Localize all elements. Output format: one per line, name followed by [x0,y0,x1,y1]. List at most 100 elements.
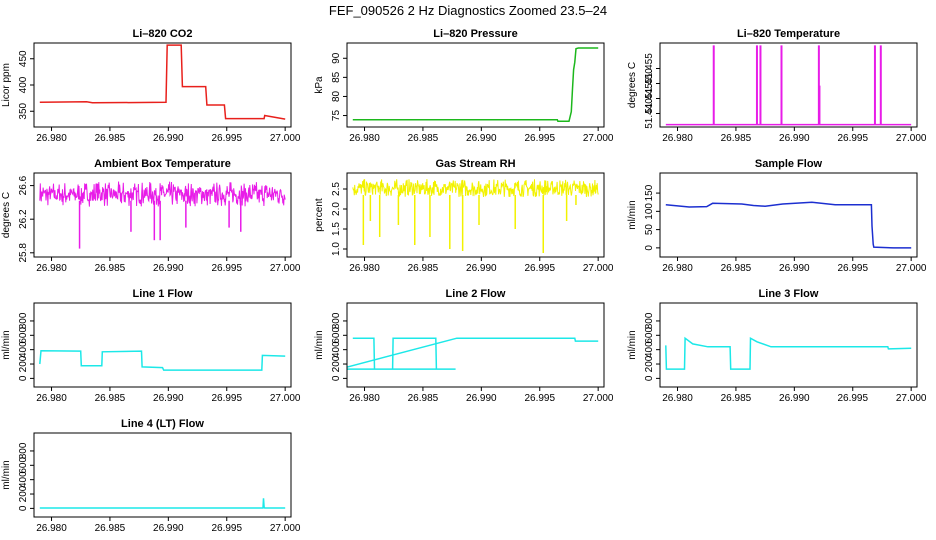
y-axis-label: ml/min [314,330,325,359]
y-tick-label: 90 [331,52,342,64]
x-tick-label: 26.990 [153,393,184,404]
x-tick-label: 26.990 [779,133,810,144]
figure-title: FEF_090526 2 Hz Diagnostics Zoomed 23.5–… [329,3,607,18]
x-tick-label: 26.990 [466,393,497,404]
x-tick-label: 26.985 [408,133,439,144]
y-tick-label: 51.445 [644,83,655,114]
x-tick-label: 26.990 [466,263,497,274]
series-line [39,498,286,509]
plot-area [665,336,912,370]
x-tick-label: 26.990 [779,263,810,274]
x-tick-label: 26.980 [36,393,67,404]
series-line [352,179,599,198]
series-line [352,47,599,123]
x-tick-label: 26.980 [36,523,67,534]
y-tick-label: 75 [331,110,342,122]
y-tick-label: 800 [644,312,655,329]
x-tick-label: 26.995 [524,393,555,404]
x-tick-label: 26.980 [349,133,380,144]
plot-area [39,349,286,371]
plot-frame [659,302,918,388]
x-tick-label: 26.990 [466,133,497,144]
x-tick-label: 26.995 [837,133,868,144]
plot-area [39,498,286,509]
y-tick-label: 400 [644,341,655,358]
y-tick-label: 600 [18,327,29,344]
x-tick-label: 26.980 [349,393,380,404]
plot-area [39,44,286,120]
series-line [39,44,286,120]
y-tick-label: 51.440 [644,98,655,129]
x-tick-label: 27.000 [896,393,927,404]
plot-frame [346,42,605,128]
y-tick-label: 51.455 [644,53,655,84]
x-tick-label: 26.995 [524,133,555,144]
x-tick-label: 26.985 [408,393,439,404]
x-tick-label: 26.980 [349,263,380,274]
x-tick-label: 27.000 [270,263,301,274]
chart-panel-2: Li–820 Pressure kPa 26.980 26.985 26.990 26.9… [314,28,614,144]
y-tick-label: 400 [18,341,29,358]
y-tick-label: 2.0 [331,202,342,216]
y-tick-label: 50 [644,224,655,236]
y-axis-label: Licor ppm [1,63,12,107]
y-tick-label: 51.450 [644,68,655,99]
y-tick-label: 400 [18,471,29,488]
y-tick-label: 800 [18,312,29,329]
plot-frame [33,172,292,258]
y-tick-label: 80 [331,90,342,102]
plot-frame [346,302,605,388]
chart-panel-6: Sample Flow ml/min 26.980 26.985 26.990 26.99… [627,158,927,274]
plot-area [665,45,912,126]
x-tick-label: 26.985 [95,393,126,404]
series-line [39,349,286,371]
x-tick-label: 26.985 [95,133,126,144]
panel-title: Line 3 Flow [759,288,819,300]
chart-panel-5: Gas Stream RH percent 26.980 26.985 26.990 26… [314,158,614,274]
panel-title: Ambient Box Temperature [94,158,231,170]
x-tick-label: 27.000 [583,263,614,274]
plot-area [352,179,599,253]
plot-frame [659,42,918,128]
plot-frame [33,432,292,518]
panel-title: Li–820 Temperature [737,28,840,40]
x-tick-label: 26.995 [211,393,242,404]
panel-title: Gas Stream RH [435,158,515,170]
x-tick-label: 26.980 [36,133,67,144]
y-tick-label: 26.6 [18,175,29,195]
y-axis-label: ml/min [1,460,12,489]
y-axis-label: ml/min [627,200,638,229]
plot-area [352,47,599,123]
x-tick-label: 27.000 [896,263,927,274]
chart-panel-7: Line 1 Flow ml/min 26.980 26.985 26.990 26.99… [1,288,301,404]
y-tick-label: 800 [331,312,342,329]
y-tick-label: 100 [644,203,655,220]
x-tick-label: 26.995 [211,263,242,274]
y-tick-label: 26.2 [18,209,29,229]
y-tick-label: 200 [331,355,342,372]
y-tick-label: 0 [331,375,342,381]
y-tick-label: 600 [331,327,342,344]
x-tick-label: 27.000 [270,523,301,534]
x-tick-label: 26.995 [524,263,555,274]
panel-title: Li–820 Pressure [433,28,517,40]
x-tick-label: 26.985 [721,263,752,274]
panel-title: Line 2 Flow [446,288,506,300]
y-tick-label: 200 [644,355,655,372]
chart-panel-10: Line 4 (LT) Flow ml/min 26.980 26.985 26.990… [1,418,301,534]
y-tick-label: 0 [644,375,655,381]
x-tick-label: 26.990 [153,263,184,274]
y-tick-label: 25.8 [18,243,29,263]
y-tick-label: 150 [644,184,655,201]
plot-area [665,201,912,249]
chart-panel-4: Ambient Box Temperature degrees C 26.980 26… [1,158,301,274]
plot-frame [33,42,292,128]
y-tick-label: 2.5 [331,182,342,196]
x-tick-label: 27.000 [270,133,301,144]
x-tick-label: 26.985 [408,263,439,274]
y-tick-label: 200 [18,485,29,502]
chart-panel-3: Li–820 Temperature degrees C 26.980 26.985 2… [627,28,927,144]
plot-area [347,337,599,370]
y-tick-label: 200 [18,355,29,372]
